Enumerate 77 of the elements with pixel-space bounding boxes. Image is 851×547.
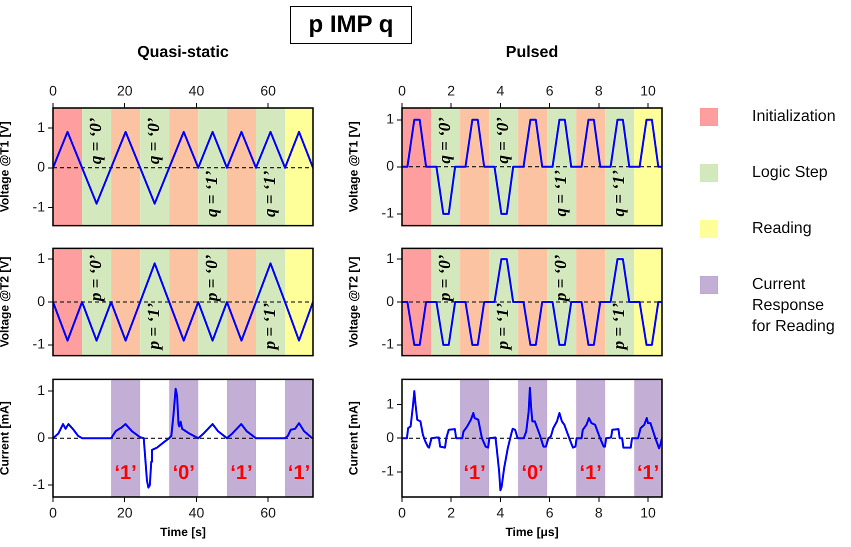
annotation: ‘0’ xyxy=(172,462,195,484)
x-tick-label: 20 xyxy=(116,504,133,520)
y-tick-label: -1 xyxy=(382,336,394,352)
annotation: q = ‘1’ xyxy=(260,170,279,218)
text: p IMP q xyxy=(290,6,412,44)
y-axis-title: Voltage @T2 [V] xyxy=(0,256,12,348)
x-tick-label: 0 xyxy=(398,504,406,520)
x2-tick-label: 0 xyxy=(398,82,406,98)
annotation: p = ‘1’ xyxy=(144,302,164,352)
annotation: q = ‘1’ xyxy=(551,170,570,217)
annotation: p = ‘0’ xyxy=(86,254,105,304)
y-tick-label: -1 xyxy=(32,476,46,492)
y-axis-title: Current [mA] xyxy=(0,401,12,476)
x-tick-label: 60 xyxy=(260,504,276,520)
x2-tick-label: 20 xyxy=(116,82,133,98)
annotation: ‘0’ xyxy=(521,462,544,484)
y-tick-label: 1 xyxy=(386,250,394,266)
x2-tick-label: 0 xyxy=(49,82,58,98)
y-tick-label: 0 xyxy=(386,292,394,309)
y-tick-label: 0 xyxy=(37,292,46,309)
annotation: ‘1’ xyxy=(114,462,137,484)
y-tick-label: 1 xyxy=(37,118,46,135)
y-tick-label: -1 xyxy=(32,198,46,215)
y-tick-label: 0 xyxy=(37,429,46,446)
legend-label: Logic Step xyxy=(752,163,829,183)
x2-tick-label: 8 xyxy=(594,82,603,98)
annotation: p = ‘1’ xyxy=(260,302,279,352)
x2-tick-label: 60 xyxy=(260,82,276,98)
x-tick-label: 0 xyxy=(49,504,58,520)
y-tick-label: -1 xyxy=(382,462,394,479)
annotation: ‘1’ xyxy=(288,462,310,484)
legend-label: Reading xyxy=(752,219,813,239)
annotation: ‘1’ xyxy=(463,462,486,484)
annotation: q = ‘0’ xyxy=(434,116,454,164)
annotation: q = ‘1’ xyxy=(202,170,221,218)
x-tick-label: 10 xyxy=(640,504,656,520)
annotation: p = ‘1’ xyxy=(609,302,628,352)
y-tick-label: 0 xyxy=(386,429,394,446)
x2-tick-label: 6 xyxy=(546,82,554,98)
annotation: q = ‘0’ xyxy=(144,117,164,164)
x2-tick-label: 4 xyxy=(496,82,504,98)
y-axis-title: Voltage @T2 [V] xyxy=(346,256,361,348)
x-axis-title: Time [μs] xyxy=(505,525,559,540)
y-tick-label: 0 xyxy=(37,158,46,175)
annotation: p = ‘0’ xyxy=(551,254,570,304)
y-tick-label: 1 xyxy=(37,250,46,266)
y-tick-label: 0 xyxy=(386,158,394,174)
y-tick-label: -1 xyxy=(32,336,46,352)
y-tick-label: -1 xyxy=(382,204,394,221)
annotation: p = ‘0’ xyxy=(434,254,454,304)
x-tick-label: 2 xyxy=(447,504,456,520)
annotation: ‘1’ xyxy=(230,462,253,484)
y-tick-label: 1 xyxy=(386,110,394,127)
x2-tick-label: 10 xyxy=(640,82,656,98)
annotation: q = ‘0’ xyxy=(492,116,512,164)
x-tick-label: 4 xyxy=(496,504,504,520)
y-axis-title: Current [mA] xyxy=(346,401,361,476)
x-axis-title: Time [s] xyxy=(160,525,206,540)
annotation: p = ‘0’ xyxy=(202,254,221,304)
annotation: q = ‘0’ xyxy=(86,117,105,164)
x-tick-label: 40 xyxy=(188,504,204,520)
x-tick-label: 8 xyxy=(594,504,603,520)
y-tick-label: 1 xyxy=(386,395,394,412)
x2-tick-label: 40 xyxy=(188,82,204,98)
y-axis-title: Voltage @T1 [V] xyxy=(346,121,361,212)
y-axis-title: Voltage @T1 [V] xyxy=(0,121,12,212)
annotation: ‘1’ xyxy=(636,462,660,484)
x2-tick-label: 2 xyxy=(447,82,456,98)
annotation: q = ‘1’ xyxy=(609,170,628,217)
chart-title: Pulsed xyxy=(504,44,560,62)
annotation: ‘1’ xyxy=(580,462,602,484)
legend-label: Current Response for Reading xyxy=(752,275,836,337)
annotation: p = ‘1’ xyxy=(492,302,512,352)
chart-title: Quasi-static xyxy=(136,44,230,62)
y-tick-label: 1 xyxy=(37,382,46,398)
x-tick-label: 6 xyxy=(546,504,554,520)
legend-label: Initialization xyxy=(752,107,837,127)
